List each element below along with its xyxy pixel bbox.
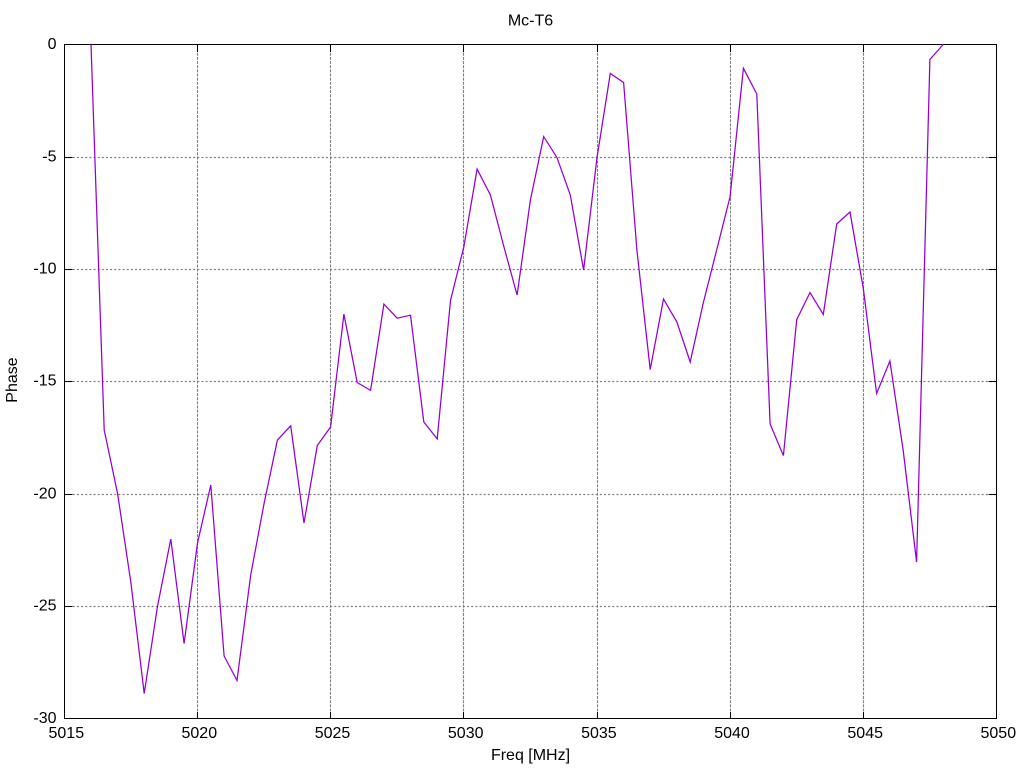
svg-text:5050: 5050 <box>981 725 1017 742</box>
svg-text:5030: 5030 <box>448 725 484 742</box>
svg-text:-20: -20 <box>33 486 56 503</box>
svg-text:5015: 5015 <box>49 725 85 742</box>
svg-text:-30: -30 <box>33 710 56 727</box>
svg-text:0: 0 <box>48 36 57 53</box>
svg-text:Phase: Phase <box>4 357 21 402</box>
svg-text:-5: -5 <box>42 149 56 166</box>
svg-text:5040: 5040 <box>714 725 750 742</box>
svg-text:5035: 5035 <box>581 725 617 742</box>
svg-text:5045: 5045 <box>847 725 883 742</box>
svg-text:5025: 5025 <box>315 725 351 742</box>
svg-text:Mc-T6: Mc-T6 <box>508 13 553 30</box>
svg-text:-10: -10 <box>33 261 56 278</box>
svg-text:-15: -15 <box>33 373 56 390</box>
svg-text:Freq [MHz]: Freq [MHz] <box>491 747 570 764</box>
svg-text:5020: 5020 <box>182 725 218 742</box>
svg-text:-25: -25 <box>33 598 56 615</box>
